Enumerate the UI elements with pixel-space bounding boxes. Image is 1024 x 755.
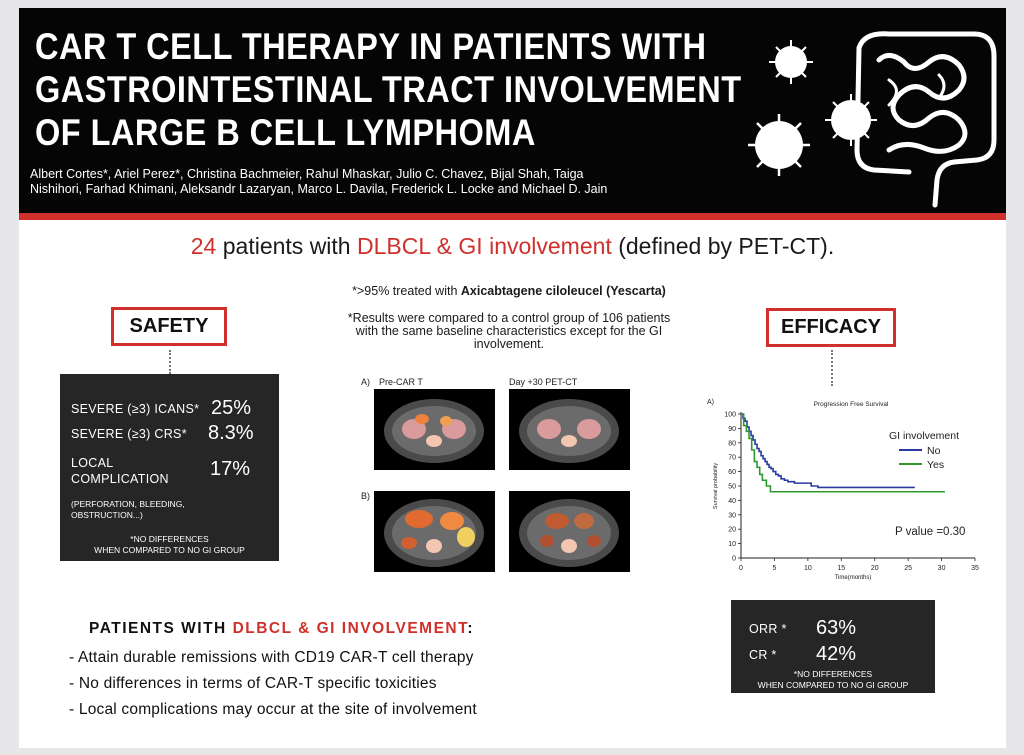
- km-curve-yes: [741, 413, 945, 493]
- conclusion-bullet-3: - Local complications may occur at the s…: [69, 701, 477, 718]
- safety-footnote-line-1: *NO DIFFERENCES: [130, 534, 209, 544]
- efficacy-connector: [831, 350, 833, 386]
- y-tick-label: 70: [728, 455, 736, 462]
- safety-connector: [169, 350, 171, 374]
- intestine-icon: [854, 31, 997, 208]
- title-line-2: GASTROINTESTINAL TRACT INVOLVEMENT: [35, 69, 742, 110]
- control-note: *Results were compared to a control grou…: [269, 312, 749, 351]
- orr-value: 63%: [816, 617, 857, 639]
- local-detail-line-1: (PERFORATION, BLEEDING,: [71, 499, 185, 509]
- conclusions-title-suffix: :: [467, 620, 475, 637]
- conclusions-title-highlight: DLBCL & GI INVOLVEMENT: [232, 620, 468, 637]
- y-tick-label: 20: [728, 527, 736, 534]
- conclusion-bullet-1: - Attain durable remissions with CD19 CA…: [69, 649, 474, 666]
- header-divider: [19, 213, 1006, 220]
- virus-icon-3: [825, 94, 877, 146]
- treatment-note-prefix: *>95% treated with: [352, 284, 461, 298]
- y-tick-label: 60: [728, 469, 736, 476]
- y-tick-label: 10: [728, 541, 736, 548]
- y-tick-label: 80: [728, 440, 736, 447]
- title-line-1: CAR T CELL THERAPY IN PATIENTS WITH: [35, 26, 707, 67]
- y-tick-label: 100: [724, 412, 736, 419]
- x-tick-label: 30: [938, 565, 946, 572]
- x-tick-label: 5: [772, 565, 776, 572]
- title-line-3: OF LARGE B CELL LYMPHOMA: [35, 112, 536, 153]
- control-note-line-2: with the same baseline characteristics e…: [355, 324, 663, 338]
- x-tick-label: 35: [971, 565, 979, 572]
- chart-title: Progression Free Survival: [814, 401, 889, 408]
- local-label-line-1: LOCAL: [71, 456, 114, 470]
- scan-row-b-label: B): [361, 491, 370, 501]
- x-tick-label: 0: [739, 565, 743, 572]
- control-note-line-1: *Results were compared to a control grou…: [347, 311, 671, 325]
- author-list: Albert Cortes*, Ariel Perez*, Christina …: [30, 167, 730, 197]
- virus-icon-2: [748, 114, 810, 176]
- pet-scan-a-pre: [374, 389, 495, 470]
- treatment-drug: Axicabtagene ciloleucel (Yescarta): [460, 284, 666, 298]
- patient-count: 24: [190, 233, 217, 259]
- y-tick-label: 0: [732, 556, 736, 563]
- efficacy-panel: ORR * 63% CR * 42% *NO DIFFERENCES WHEN …: [731, 600, 935, 693]
- conclusions-title: PATIENTS WITH DLBCL & GI INVOLVEMENT:: [89, 620, 474, 638]
- local-label-line-2: COMPLICATION: [71, 472, 169, 486]
- chart-panel-label: A): [707, 399, 714, 406]
- efficacy-footnote: *NO DIFFERENCES WHEN COMPARED TO NO GI G…: [731, 669, 935, 691]
- y-tick-label: 50: [728, 484, 736, 491]
- pet-scan-a-post: [509, 389, 630, 470]
- pet-scan-b-post: [509, 491, 630, 572]
- x-axis-label: Time(months): [835, 575, 872, 581]
- cr-value: 42%: [816, 643, 857, 665]
- pet-scan-b-pre: [374, 491, 495, 572]
- headline-text-1: patients with: [216, 233, 357, 259]
- scan-row-a-label: A): [361, 377, 370, 387]
- efficacy-heading: EFFICACY: [766, 308, 896, 347]
- conclusions-title-prefix: PATIENTS WITH: [89, 620, 233, 637]
- icans-label: SEVERE (≥3) ICANS*: [71, 402, 200, 416]
- scan-post-caption: Day +30 PET-CT: [509, 377, 578, 387]
- control-note-line-3: involvement.: [473, 337, 545, 351]
- efficacy-footnote-line-2: WHEN COMPARED TO NO GI GROUP: [757, 680, 909, 690]
- safety-panel: SEVERE (≥3) ICANS* 25% SEVERE (≥3) CRS* …: [60, 374, 279, 561]
- crs-label: SEVERE (≥3) CRS*: [71, 427, 187, 441]
- icans-value: 25%: [211, 397, 252, 419]
- treatment-note: *>95% treated with Axicabtagene ciloleuc…: [269, 285, 749, 298]
- km-curve-no: [741, 413, 915, 489]
- authors-line-1: Albert Cortes*, Ariel Perez*, Christina …: [30, 167, 584, 181]
- pfs-chart: A) Progression Free Survival0102030405060…: [707, 399, 979, 581]
- x-tick-label: 10: [804, 565, 812, 572]
- x-tick-label: 25: [904, 565, 912, 572]
- y-tick-label: 30: [728, 512, 736, 519]
- x-tick-label: 15: [837, 565, 845, 572]
- legend-label-no: No: [927, 445, 941, 457]
- conclusion-bullet-2: - No differences in terms of CAR-T speci…: [69, 675, 437, 692]
- safety-footnote: *NO DIFFERENCES WHEN COMPARED TO NO GI G…: [60, 534, 279, 556]
- x-tick-label: 20: [871, 565, 879, 572]
- legend-label-yes: Yes: [927, 459, 944, 471]
- safety-footnote-line-2: WHEN COMPARED TO NO GI GROUP: [94, 545, 245, 555]
- virus-icon-1: [769, 40, 813, 84]
- local-detail: (PERFORATION, BLEEDING, OBSTRUCTION...): [71, 499, 185, 521]
- headline-highlight: DLBCL & GI involvement: [357, 233, 612, 259]
- y-axis-label: Survival probability: [713, 463, 719, 509]
- header-banner: CAR T CELL THERAPY IN PATIENTS WITH GAST…: [19, 8, 1006, 213]
- local-detail-line-2: OBSTRUCTION...): [71, 510, 143, 520]
- efficacy-footnote-line-1: *NO DIFFERENCES: [793, 669, 873, 679]
- legend-title: GI involvement: [889, 430, 959, 442]
- poster: CAR T CELL THERAPY IN PATIENTS WITH GAST…: [19, 8, 1006, 748]
- p-value-annotation: P value =0.30: [895, 526, 965, 538]
- authors-line-2: Nishihori, Farhad Khimani, Aleksandr Laz…: [30, 182, 608, 196]
- cr-label: CR *: [749, 648, 777, 662]
- y-tick-label: 90: [728, 426, 736, 433]
- intestine-and-virus-illustration: [748, 31, 997, 208]
- headline: 24 patients with DLBCL & GI involvement …: [19, 233, 1006, 260]
- y-tick-label: 40: [728, 498, 736, 505]
- headline-text-2: (defined by PET-CT).: [611, 233, 835, 259]
- safety-heading: SAFETY: [111, 307, 227, 346]
- local-value: 17%: [210, 458, 251, 480]
- crs-value: 8.3%: [208, 422, 254, 444]
- scan-pre-caption: Pre-CAR T: [379, 377, 423, 387]
- orr-label: ORR *: [749, 622, 787, 636]
